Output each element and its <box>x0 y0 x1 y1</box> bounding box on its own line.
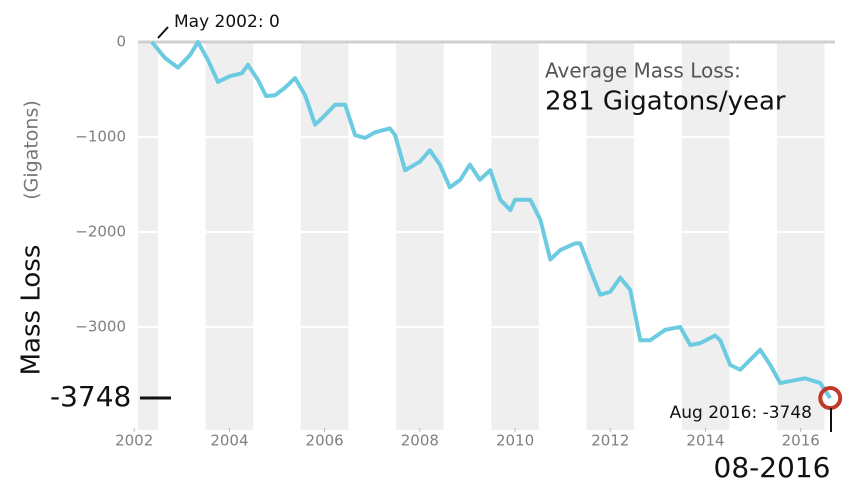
x-tick-label: 2004 <box>210 432 248 450</box>
year-band <box>681 42 730 430</box>
x-tick-label: 2008 <box>401 432 439 450</box>
y-axis-unit: (Gigatons) <box>21 100 43 200</box>
x-tick-label: 2002 <box>115 432 153 450</box>
data-line <box>150 40 832 400</box>
year-band <box>586 42 635 430</box>
y-tick-label: −1000 <box>75 128 126 146</box>
year-band <box>491 42 539 430</box>
annotation: -3748 <box>50 380 131 413</box>
annotation: 08-2016 <box>714 451 831 483</box>
year-band <box>396 42 444 430</box>
annotation: Average Mass Loss: <box>545 59 741 83</box>
y-tick-label: −2000 <box>75 223 126 241</box>
bands <box>138 42 825 430</box>
y-axis-label: Mass Loss <box>17 245 47 376</box>
annotation: May 2002: 0 <box>174 12 280 32</box>
y-tick-label: 0 <box>116 33 126 51</box>
annotation-leader <box>157 26 169 39</box>
year-band <box>776 42 825 430</box>
x-tick-label: 2006 <box>306 432 344 450</box>
annotation: 281 Gigatons/year <box>545 87 786 117</box>
x-tick-label: 2010 <box>496 432 534 450</box>
y-tick-label: −3000 <box>75 318 126 336</box>
year-band <box>205 42 254 430</box>
grid <box>133 40 835 432</box>
annotation: Aug 2016: -3748 <box>670 403 812 423</box>
year-band <box>138 42 158 430</box>
x-tick-label: 2016 <box>782 432 820 450</box>
x-tick-label: 2014 <box>686 432 724 450</box>
x-tick-label: 2012 <box>591 432 629 450</box>
